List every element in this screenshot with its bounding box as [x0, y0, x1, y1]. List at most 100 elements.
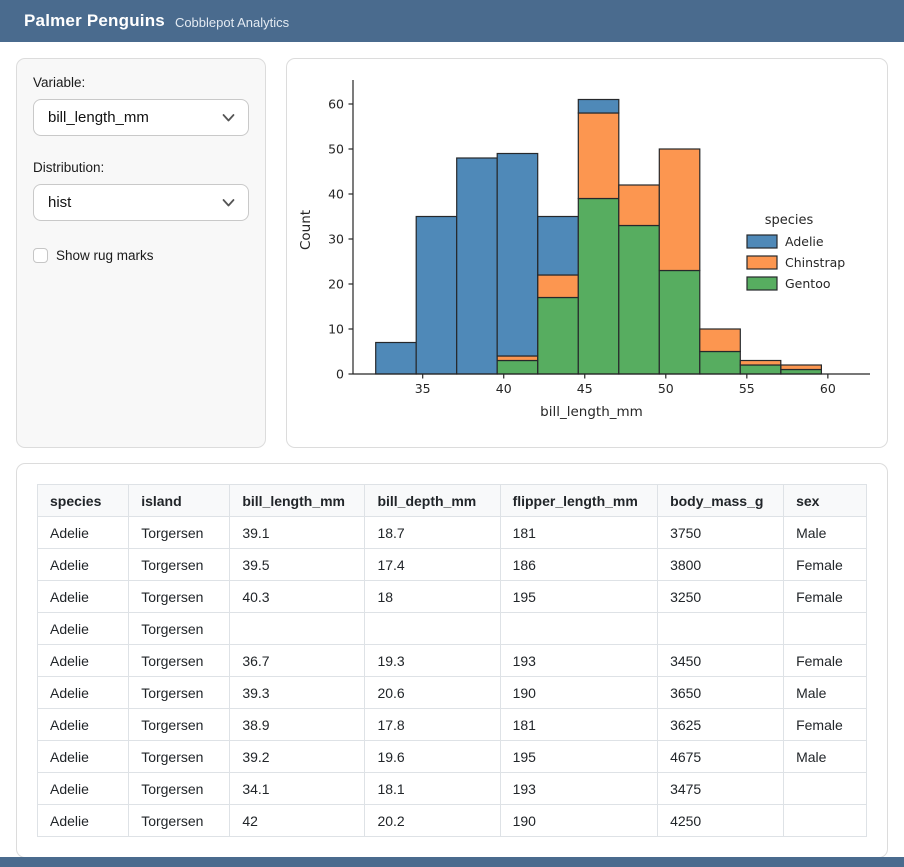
column-header-flipper_length_mm: flipper_length_mm	[499, 484, 659, 517]
table-cell: 17.4	[364, 548, 501, 581]
distribution-select[interactable]: hist	[33, 184, 249, 221]
table-cell: 3450	[657, 644, 785, 677]
table-cell: Torgersen	[128, 612, 231, 645]
table-cell: Male	[783, 516, 867, 549]
svg-text:Gentoo: Gentoo	[785, 276, 831, 291]
table-cell: 39.1	[229, 516, 366, 549]
table-cell: 40.3	[229, 580, 366, 613]
main-content: Variable: bill_length_mm Distribution: h…	[0, 42, 904, 857]
svg-text:30: 30	[328, 232, 344, 247]
table-cell: 18.7	[364, 516, 501, 549]
table-row: Adelie Torgersen 39.1 18.7 181 3750 Male	[36, 516, 867, 549]
table-cell: Adelie	[36, 804, 130, 837]
table-cell: 193	[499, 772, 659, 805]
rug-checkbox-label: Show rug marks	[56, 248, 154, 263]
svg-text:40: 40	[495, 381, 511, 396]
table-cell: 20.6	[364, 676, 501, 709]
svg-text:Adelie: Adelie	[785, 234, 824, 249]
table-cell: Adelie	[36, 740, 130, 773]
table-cell: Adelie	[36, 772, 130, 805]
table-cell: Male	[783, 740, 867, 773]
column-header-island: island	[128, 484, 231, 517]
app-subtitle: Cobblepot Analytics	[174, 15, 290, 30]
table-cell: 34.1	[229, 772, 366, 805]
svg-text:Chinstrap: Chinstrap	[785, 255, 845, 270]
rug-checkbox[interactable]	[33, 248, 48, 263]
column-header-bill_depth_mm: bill_depth_mm	[364, 484, 501, 517]
distribution-label: Distribution:	[33, 160, 105, 175]
table-cell: 17.8	[364, 708, 501, 741]
table-row: Adelie Torgersen	[36, 612, 867, 645]
table-cell: Torgersen	[128, 740, 231, 773]
table-cell: 181	[499, 708, 659, 741]
svg-text:50: 50	[657, 381, 673, 396]
table-cell	[783, 804, 867, 837]
chart-card: 35 40 45 50 55 60 0 10 20 30 40 50 60 bill_length_mm C…	[286, 58, 888, 448]
table-cell: 4675	[657, 740, 785, 773]
svg-text:40: 40	[328, 187, 344, 202]
table-row: Adelie Torgersen 39.3 20.6 190 3650 Male	[36, 676, 867, 709]
table-row: Adelie Torgersen 39.2 19.6 195 4675 Male	[36, 740, 867, 773]
table-cell: Torgersen	[128, 516, 231, 549]
table-cell: 190	[499, 804, 659, 837]
table-cell: 195	[499, 740, 659, 773]
variable-select-value: bill_length_mm	[48, 109, 149, 126]
table-cell: Adelie	[36, 708, 130, 741]
table-body: Adelie Torgersen 39.1 18.7 181 3750 Male Adelie…	[36, 516, 867, 837]
table-cell: 186	[499, 548, 659, 581]
table-cell	[499, 612, 659, 645]
svg-text:Count: Count	[298, 210, 314, 250]
table-cell: Adelie	[36, 580, 130, 613]
svg-text:20: 20	[328, 277, 344, 292]
table-cell	[783, 612, 867, 645]
chevron-down-icon	[222, 194, 235, 211]
table-cell: Female	[783, 548, 867, 581]
table-cell: 20.2	[364, 804, 501, 837]
variable-select[interactable]: bill_length_mm	[33, 99, 249, 136]
table-cell: Adelie	[36, 644, 130, 677]
rug-checkbox-row: Show rug marks	[33, 248, 249, 263]
table-cell: Female	[783, 708, 867, 741]
table-cell: 39.3	[229, 676, 366, 709]
app-title: Palmer Penguins	[24, 11, 165, 30]
top-row: Variable: bill_length_mm Distribution: h…	[16, 58, 888, 448]
table-cell: Male	[783, 676, 867, 709]
table-cell: Adelie	[36, 548, 130, 581]
column-header-bill_length_mm: bill_length_mm	[229, 484, 366, 517]
table-cell	[364, 612, 501, 645]
svg-text:10: 10	[328, 322, 344, 337]
table-cell: Female	[783, 644, 867, 677]
table-cell: 3650	[657, 676, 785, 709]
table-cell	[783, 772, 867, 805]
table-cell: 4250	[657, 804, 785, 837]
table-row: Adelie Torgersen 36.7 19.3 193 3450 Female	[36, 644, 867, 677]
table-cell: Female	[783, 580, 867, 613]
svg-text:35: 35	[414, 381, 430, 396]
data-table-card: species island bill_length_mm bill_depth_mm…	[16, 463, 888, 857]
table-cell: Torgersen	[128, 676, 231, 709]
table-cell: Adelie	[36, 612, 130, 645]
controls-panel: Variable: bill_length_mm Distribution: h…	[16, 58, 266, 448]
table-cell: 181	[499, 516, 659, 549]
table-cell: 3475	[657, 772, 785, 805]
table-cell	[657, 612, 785, 645]
table-row: Adelie Torgersen 34.1 18.1 193 3475	[36, 772, 867, 805]
histogram-chart: 35 40 45 50 55 60 0 10 20 30 40 50 60 bill_length_mm C…	[295, 72, 880, 434]
table-cell: 190	[499, 676, 659, 709]
table-cell: 3750	[657, 516, 785, 549]
svg-text:60: 60	[819, 381, 835, 396]
table-cell: Torgersen	[128, 708, 231, 741]
table-cell: 38.9	[229, 708, 366, 741]
table-cell: Torgersen	[128, 772, 231, 805]
table-row: Adelie Torgersen 40.3 18 195 3250 Female	[36, 580, 867, 613]
table-cell: 193	[499, 644, 659, 677]
svg-text:0: 0	[336, 367, 344, 382]
variable-label: Variable:	[33, 75, 86, 90]
table-row: Adelie Torgersen 42 20.2 190 4250	[36, 804, 867, 837]
table-cell: 3250	[657, 580, 785, 613]
footer-bar	[0, 857, 904, 867]
table-cell: 18	[364, 580, 501, 613]
table-cell: 19.6	[364, 740, 501, 773]
svg-text:55: 55	[738, 381, 754, 396]
table-cell: 39.2	[229, 740, 366, 773]
